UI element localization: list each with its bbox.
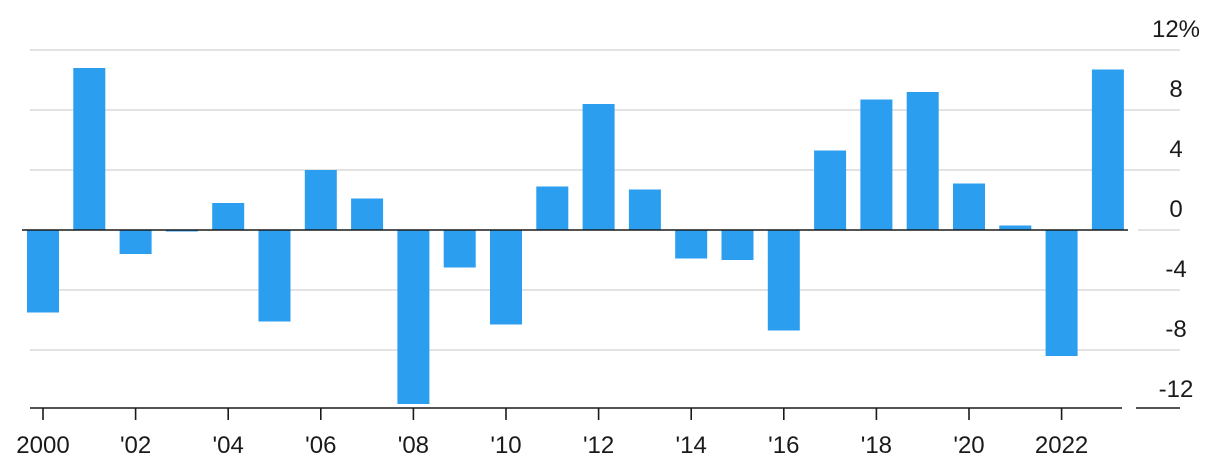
y-tick-label: -4 [1165,256,1186,283]
bar-2017 [814,150,847,230]
bar-2001 [73,68,106,230]
x-axis-labels: 2000 '02 '04 '06 '08 '10 '12 '14 '16 '18 '20 2022 [16,432,1088,459]
y-axis-labels: 12% 8 4 0 -4 -8 -12 [1152,16,1200,403]
x-tick-label: '02 [120,432,151,459]
y-tick-label: 0 [1169,196,1182,223]
axis-layer [22,229,1180,420]
x-tick-label: 2022 [1035,432,1088,459]
bar-2008 [397,230,430,404]
x-tick-label: '06 [305,432,336,459]
x-tick-label: '20 [953,432,984,459]
bar-2022 [1045,230,1078,356]
bar-2009 [443,230,476,268]
bar-2013 [628,189,661,230]
x-tick-label: '16 [768,432,799,459]
bar-2021 [999,225,1032,230]
bar-2005 [258,230,291,322]
bar-2000 [27,230,59,313]
bar-2019 [906,92,939,230]
bar-2006 [304,170,337,230]
x-tick-label: 2000 [16,432,69,459]
y-tick-label: -12 [1159,376,1194,403]
x-tick-label: '08 [398,432,429,459]
bar-2014 [675,230,708,259]
bar-2011 [536,186,569,230]
bars-layer [27,68,1124,404]
bar-2023 [1091,69,1124,230]
y-tick-label: 8 [1169,76,1182,103]
x-tick-label: '10 [490,432,521,459]
bar-2007 [351,198,384,230]
bar-2020 [953,183,985,230]
bar-2015 [721,230,754,260]
y-tick-label: -8 [1165,316,1186,343]
y-tick-label: 4 [1169,136,1182,163]
x-tick-label: '18 [861,432,892,459]
bar-2018 [860,99,893,230]
x-tick-label: '12 [583,432,614,459]
bar-2004 [212,203,245,230]
y-tick-label: 12% [1152,16,1200,43]
bar-2016 [767,230,800,331]
x-tick-label: '04 [213,432,244,459]
bar-2010 [490,230,522,325]
x-tick-label: '14 [676,432,707,459]
bar-2012 [582,104,615,230]
bar-2002 [119,230,152,254]
